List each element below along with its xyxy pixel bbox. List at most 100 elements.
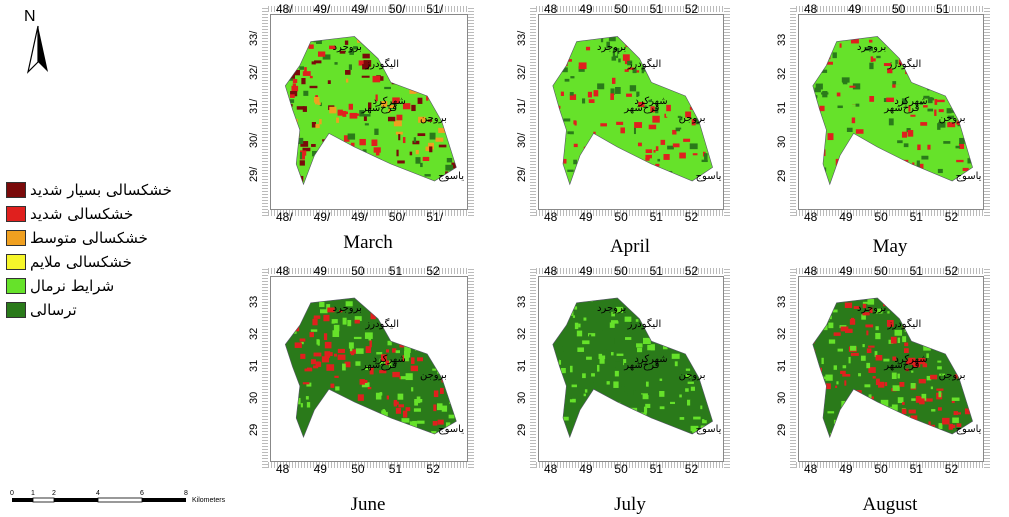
- tick-label-top: 51/: [426, 2, 444, 16]
- scale-tick-label: 4: [96, 490, 100, 497]
- tick-label-left: 33: [516, 295, 528, 308]
- tick-label-left: 30: [516, 391, 528, 404]
- tick-label-left: 30: [248, 391, 260, 404]
- scale-tick-label: 0: [10, 490, 14, 497]
- tick-label-top: 51: [936, 2, 950, 16]
- city-label: یاسوج: [695, 424, 722, 436]
- legend-label: خشکسالی ملایم: [30, 253, 132, 271]
- city-label: بروجن: [419, 370, 447, 381]
- tick-label-left: 30: [776, 135, 788, 148]
- tick-label-bottom: 50/: [388, 210, 406, 224]
- tick-label-left: 31: [776, 101, 788, 114]
- city-label: الیگودرز: [627, 58, 662, 70]
- map-frame: [798, 276, 984, 462]
- legend-label: خشکسالی شدید: [30, 205, 134, 223]
- tick-label-bottom: 49/: [313, 210, 331, 224]
- legend-swatch: [6, 182, 26, 198]
- city-label: شهرکرد: [894, 96, 928, 107]
- tick-label-top: 52: [426, 264, 440, 278]
- frame-border: [262, 6, 474, 12]
- city-label: بروجن: [678, 113, 706, 124]
- frame-border: [468, 6, 474, 216]
- city-label: فرخ‌شهر: [624, 360, 660, 372]
- tick-label-top: 48: [544, 264, 558, 278]
- tick-label-left: 32: [248, 327, 260, 340]
- panel-title: June: [350, 494, 386, 515]
- tick-label-bottom: 49: [839, 462, 853, 476]
- city-label: فرخ‌شهر: [884, 102, 920, 114]
- scale-tick-label: 1: [31, 490, 35, 497]
- frame-border: [790, 210, 990, 216]
- tick-label-top: 52: [684, 264, 699, 278]
- tick-label-top: 50: [874, 264, 888, 278]
- scale-tick-label: 6: [140, 490, 144, 497]
- tick-label-top: 48: [544, 2, 558, 16]
- city-label: فرخ‌شهر: [361, 360, 397, 372]
- panel-title: July: [614, 494, 646, 515]
- frame-border: [790, 268, 990, 274]
- frame-border: [262, 210, 474, 216]
- frame-border: [530, 462, 730, 468]
- city-label: فرخ‌شهر: [361, 102, 397, 114]
- frame-border: [468, 268, 474, 468]
- city-label: شهرکرد: [372, 354, 406, 365]
- frame-border: [790, 6, 990, 12]
- tick-label-top: 49: [848, 2, 862, 16]
- city-label: الیگودرز: [365, 58, 400, 70]
- frame-border: [530, 268, 536, 468]
- north-arrow-icon: [26, 25, 48, 74]
- province-map: [812, 36, 973, 186]
- city-label: بروجن: [419, 113, 447, 124]
- city-label: شهرکرد: [894, 354, 928, 365]
- tick-label-left: 30/: [516, 132, 528, 148]
- scale-unit: Kilometers: [192, 497, 226, 504]
- tick-label-left: 32: [776, 67, 788, 80]
- tick-label-top: 50: [614, 264, 628, 278]
- city-label: بروجن: [678, 370, 706, 381]
- tick-label-left: 32/: [516, 64, 528, 80]
- tick-label-top: 48/: [276, 2, 293, 16]
- panel-title: April: [609, 236, 651, 257]
- tick-label-bottom: 50: [351, 462, 365, 476]
- legend-label: شرایط نرمال: [30, 277, 115, 295]
- city-label: الیگودرز: [627, 318, 662, 330]
- tick-label-left: 30/: [248, 132, 260, 148]
- frame-border: [724, 6, 730, 216]
- tick-label-left: 31: [248, 359, 260, 372]
- map-panel-may: 48 49 50 51 48 49 50 51 52 33 32 31 30 29 بروجرد الیگود…: [776, 2, 990, 224]
- province-map: [284, 36, 457, 186]
- legend-item: خشکسالی متوسط: [6, 226, 172, 250]
- city-label: بروجرد: [332, 302, 362, 314]
- legend-item: شرایط نرمال: [6, 274, 172, 298]
- tick-label-bottom: 49: [579, 210, 593, 224]
- tick-label-bottom: 50: [874, 210, 888, 224]
- scale-tick-label: 2: [52, 490, 56, 497]
- province-map: [552, 36, 713, 186]
- legend-label: خشکسالی متوسط: [30, 229, 148, 247]
- city-label: بروجرد: [857, 302, 887, 314]
- tick-label-bottom: 48: [276, 462, 290, 476]
- tick-label-left: 29/: [516, 166, 528, 182]
- city-label: فرخ‌شهر: [624, 102, 660, 114]
- tick-label-left: 32/: [248, 64, 260, 80]
- tick-label-bottom: 48/: [276, 210, 293, 224]
- map-frame: [270, 14, 468, 210]
- tick-label-top: 48: [276, 264, 290, 278]
- frame-border: [530, 210, 730, 216]
- frame-border: [984, 6, 990, 216]
- city-label: بروجن: [938, 113, 966, 124]
- map-panel-march: 48/49/49/50/51/48/49/49/50/51/33/32/31/3…: [248, 2, 474, 224]
- tick-label-bottom: 49: [839, 210, 853, 224]
- tick-label-left: 29: [248, 423, 260, 436]
- city-label: یاسوج: [438, 170, 464, 182]
- tick-label-bottom: 48: [804, 462, 818, 476]
- tick-label-top: 49: [579, 2, 593, 16]
- legend-swatch: [6, 302, 26, 318]
- city-label: شهرکرد: [372, 96, 406, 107]
- tick-label-bottom: 50: [614, 210, 628, 224]
- province-map: [552, 297, 713, 439]
- city-label: یاسوج: [695, 170, 722, 182]
- legend-swatch: [6, 230, 26, 246]
- tick-label-top: 51: [388, 264, 403, 278]
- map-panel-july: 48 49 50 51 52 48 49 50 51 52 33 32 31 30 29 بروجرد الیگ…: [516, 264, 730, 476]
